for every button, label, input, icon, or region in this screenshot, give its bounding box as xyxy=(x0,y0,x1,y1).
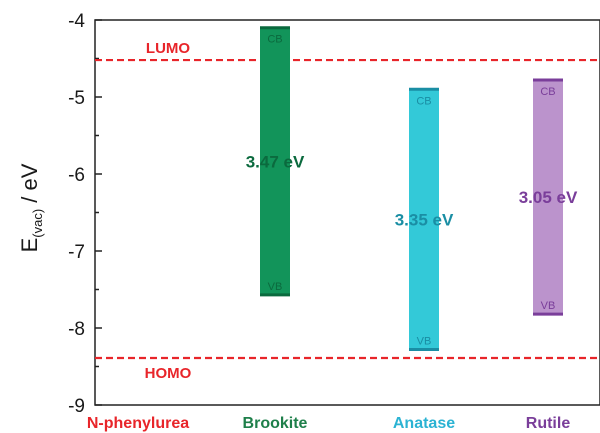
y-tick-label: -4 xyxy=(68,11,85,32)
rutile-band-bar xyxy=(533,80,563,315)
cb-label: CB xyxy=(267,34,282,46)
homo-label: HOMO xyxy=(145,365,192,382)
y-tick-label: -5 xyxy=(68,88,85,109)
lumo-label: LUMO xyxy=(146,40,190,57)
y-tick-label: -6 xyxy=(68,165,85,186)
reference-lines: LUMO HOMO xyxy=(95,40,600,382)
axes: -4 -5 -6 -7 -8 -9 xyxy=(68,11,600,417)
cb-label: CB xyxy=(416,95,431,107)
chart-labels: N-phenylurea Brookite Anatase Rutile xyxy=(87,415,570,432)
y-tick-label: -7 xyxy=(68,242,85,263)
y-axis-label: E(vac) / eV xyxy=(17,163,45,252)
x-category-label: Anatase xyxy=(393,415,455,432)
x-category-label: N-phenylurea xyxy=(87,415,189,432)
band-bars: CB VB 3.47 eV CB VB 3.35 eV CB VB 3.05 eV xyxy=(246,26,578,352)
x-category-label: Rutile xyxy=(526,415,571,432)
vb-label: VB xyxy=(417,336,432,348)
anatase-band-bar xyxy=(409,89,439,350)
brookite-band-bar xyxy=(260,27,290,295)
y-tick-label: -9 xyxy=(68,396,85,417)
band-gap-label: 3.47 eV xyxy=(246,152,305,171)
y-axis-label-sub: (vac) xyxy=(30,209,45,238)
y-axis-label-main: E xyxy=(17,238,42,253)
y-tick-label: -8 xyxy=(68,319,85,340)
cb-label: CB xyxy=(540,86,555,98)
band-gap-label: 3.05 eV xyxy=(519,188,578,207)
y-axis-label-suffix: / eV xyxy=(17,163,42,209)
x-category-label: Brookite xyxy=(243,415,308,432)
band-gap-label: 3.35 eV xyxy=(395,210,454,229)
vb-label: VB xyxy=(268,281,283,293)
plot-frame xyxy=(94,19,600,406)
vb-label: VB xyxy=(541,300,556,312)
